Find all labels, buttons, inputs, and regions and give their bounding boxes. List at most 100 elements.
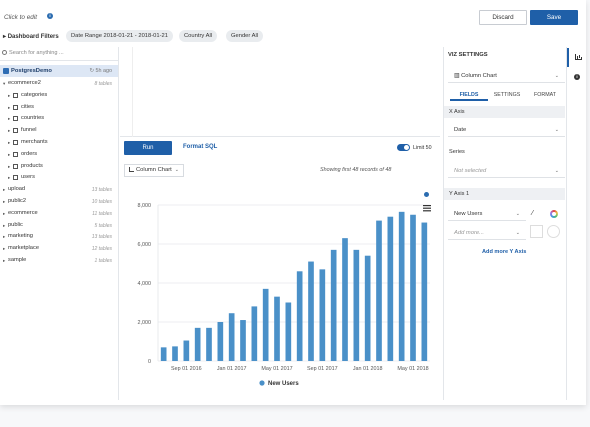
x-axis-select[interactable]: Date ⌄ xyxy=(448,124,565,137)
caret-right-icon[interactable]: ▸ xyxy=(3,199,6,204)
run-button[interactable]: Run xyxy=(124,141,172,155)
bar xyxy=(183,340,190,361)
refresh-time[interactable]: ↻ 5h ago xyxy=(89,68,112,74)
option-button[interactable] xyxy=(547,225,560,238)
caret-right-icon[interactable]: ▸ xyxy=(8,116,11,122)
search-box[interactable]: Search for anything ... xyxy=(0,47,118,61)
bar xyxy=(398,211,405,361)
caret-down-icon[interactable]: ▾ xyxy=(3,81,6,86)
bar xyxy=(421,222,428,361)
legend-label: New Users xyxy=(268,381,299,387)
caret-right-icon[interactable]: ▸ xyxy=(3,210,6,216)
caret-right-icon[interactable]: ▸ xyxy=(3,234,6,240)
search-input[interactable]: Search for anything ... xyxy=(9,50,64,56)
chart-info-icon[interactable] xyxy=(424,192,429,197)
schema-table-count: 11 tables xyxy=(92,210,112,217)
caret-right-icon[interactable]: ▸ xyxy=(8,92,11,98)
x-tick-label: Jan 01 2018 xyxy=(353,366,383,372)
schema-name: marketing xyxy=(8,233,33,240)
table-icon xyxy=(13,163,18,169)
bar xyxy=(240,320,246,361)
save-button[interactable]: Save xyxy=(530,10,578,25)
schema-item[interactable]: ▾ ecommerce2 8 tables xyxy=(0,78,118,90)
schema-item[interactable]: ▸ public2 10 tables xyxy=(0,196,118,208)
series-select[interactable]: Not selected ⌄ xyxy=(448,165,565,178)
schema-item[interactable]: ▸ marketing 13 tables xyxy=(0,231,118,243)
chart-settings-tab[interactable] xyxy=(567,48,586,67)
y-axis-select[interactable]: New Users ⌄ xyxy=(448,208,526,221)
viz-chart-type-select[interactable]: ▥ Column Chart ⌄ xyxy=(448,70,565,83)
table-item[interactable]: ▸ cities xyxy=(0,102,118,114)
table-item[interactable]: ▸ products xyxy=(0,161,118,173)
format-wand-icon[interactable]: ⁄ xyxy=(532,210,534,217)
table-item[interactable]: ▸ countries xyxy=(0,113,118,125)
color-swatch[interactable] xyxy=(530,225,543,238)
chart-type-select[interactable]: Column Chart ⌄ xyxy=(124,164,184,177)
dashboard-title[interactable]: Click to edit xyxy=(4,14,38,21)
column-chart-icon: ▥ xyxy=(454,73,462,79)
schema-table-count: 12 tables xyxy=(91,246,112,253)
chevron-down-icon: ⌄ xyxy=(554,127,559,133)
caret-right-icon[interactable]: ▸ xyxy=(8,151,11,157)
chart-menu-icon xyxy=(423,207,431,209)
bar xyxy=(330,249,337,361)
table-item[interactable]: ▸ funnel xyxy=(0,125,118,137)
bar xyxy=(274,296,280,361)
schema-item[interactable]: ▸ public 5 tables xyxy=(0,220,118,232)
bar xyxy=(217,322,224,361)
schema-table-count: 13 tables xyxy=(91,234,112,241)
table-item[interactable]: ▸ categories xyxy=(0,90,118,102)
tab-format[interactable]: FORMAT xyxy=(534,92,556,98)
table-item[interactable]: ▸ orders xyxy=(0,149,118,161)
schema-name: public2 xyxy=(8,198,27,204)
schema-item[interactable]: ▸ sample 1 tables xyxy=(0,255,118,267)
caret-right-icon[interactable]: ▸ xyxy=(8,163,11,169)
table-item[interactable]: ▸ merchants xyxy=(0,137,118,149)
add-y-axis-link[interactable]: Add more Y Axis xyxy=(482,249,527,255)
caret-right-icon[interactable]: ▸ xyxy=(8,140,11,145)
table-name: funnel xyxy=(21,127,37,134)
query-area: Run Format SQL Limit 50 Column Chart ⌄ S… xyxy=(120,47,440,400)
caret-right-icon[interactable]: ▸ xyxy=(3,246,6,252)
x-axis-value: Date xyxy=(454,127,467,133)
table-item[interactable]: ▸ users xyxy=(0,172,118,184)
filter-chip-date-range[interactable]: Date Range 2018-01-21 - 2018-01-21 xyxy=(66,30,174,42)
schema-item[interactable]: ▸ marketplace 12 tables xyxy=(0,243,118,255)
filters-label: Dashboard Filters xyxy=(7,34,59,40)
schema-item[interactable]: ▸ upload 13 tables xyxy=(0,184,118,196)
color-picker-icon[interactable] xyxy=(550,210,558,218)
bar xyxy=(342,238,348,361)
schema-table-count: 13 tables xyxy=(91,187,112,194)
caret-right-icon[interactable]: ▸ xyxy=(8,104,11,110)
table-name: categories xyxy=(21,91,48,98)
bar xyxy=(228,313,235,361)
limit-toggle[interactable] xyxy=(397,144,410,151)
table-icon xyxy=(13,116,18,122)
chevron-down-icon: ⌄ xyxy=(515,230,520,236)
caret-right-icon[interactable]: ▸ xyxy=(8,175,11,181)
filters-toggle[interactable]: ▸ Dashboard Filters xyxy=(3,34,59,40)
chevron-down-icon: ⌄ xyxy=(515,211,520,217)
caret-right-icon[interactable]: ▸ xyxy=(3,258,6,263)
database-row[interactable]: PostgresDemo ↻ 5h ago xyxy=(0,65,118,77)
series-section: Series xyxy=(444,146,565,158)
bar xyxy=(172,346,178,361)
caret-right-icon[interactable]: ▸ xyxy=(8,128,11,134)
dashboard-filters: ▸ Dashboard Filters Date Range 2018-01-2… xyxy=(0,30,586,44)
table-name: cities xyxy=(21,103,34,110)
filter-chip-gender[interactable]: Gender All xyxy=(226,30,264,42)
info-icon[interactable]: i xyxy=(47,13,53,19)
caret-right-icon[interactable]: ▸ xyxy=(3,222,6,228)
schema-item[interactable]: ▸ ecommerce 11 tables xyxy=(0,208,118,220)
filter-chip-country[interactable]: Country All xyxy=(179,30,218,42)
tab-fields[interactable]: FIELDS xyxy=(450,89,488,101)
sql-editor[interactable] xyxy=(120,47,440,137)
format-sql-link[interactable]: Format SQL xyxy=(183,144,218,150)
y-axis-value: New Users xyxy=(454,211,483,217)
discard-button[interactable]: Discard xyxy=(479,10,527,25)
caret-right-icon[interactable]: ▸ xyxy=(3,187,6,193)
tab-settings[interactable]: SETTINGS xyxy=(493,92,521,98)
info-tab[interactable]: i xyxy=(567,68,586,87)
y-axis-add-select[interactable]: Add more... ⌄ xyxy=(448,227,526,240)
chart-menu-icon xyxy=(423,210,431,212)
